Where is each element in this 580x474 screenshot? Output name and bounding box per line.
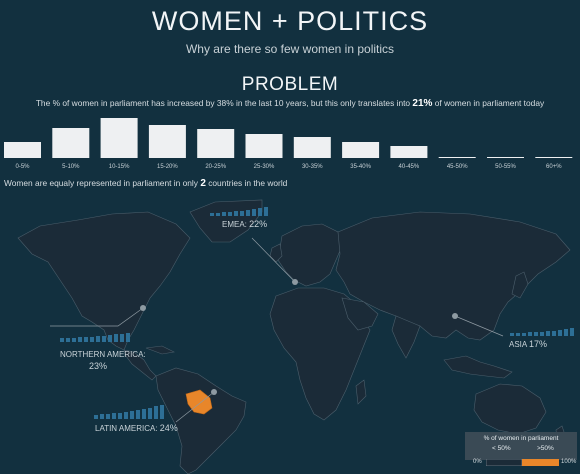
- page-subtitle: Why are there so few women in politics: [185, 42, 395, 56]
- distribution-bar-chart[interactable]: 0-5% 5-10% 10-15% 15-20% 20-25% 25-30% 30-35% 3…: [0, 112, 580, 174]
- map-legend: % of women in parliament < 50% >50%: [465, 432, 577, 460]
- northern-america-sparkline: [60, 333, 130, 342]
- tick-label-25-30%: 25-30%: [254, 164, 275, 170]
- problem-statement: The % of women in parliament has increas…: [0, 98, 580, 109]
- legend-title: % of women in parliament: [483, 435, 559, 442]
- tick-label-20-25%: 20-25%: [205, 164, 226, 170]
- bar-20-25%[interactable]: [197, 129, 235, 158]
- tick-label-45-50%: 45-50%: [447, 164, 468, 170]
- tick-label-10-15%: 10-15%: [109, 164, 130, 170]
- latin-america-label[interactable]: LATIN AMERICA: 24%: [95, 423, 178, 433]
- madagascar[interactable]: [355, 379, 367, 405]
- page-title: WOMEN + POLITICS: [151, 6, 429, 36]
- section-title: PROBLEM: [241, 74, 339, 95]
- greenland[interactable]: [189, 199, 263, 243]
- africa[interactable]: [269, 287, 371, 421]
- tick-label-60+%: 60+%: [546, 164, 562, 170]
- legend-min-label: 0%: [473, 459, 482, 465]
- problem-highlight: 21%: [412, 98, 433, 109]
- south-america[interactable]: [155, 367, 247, 474]
- bar-45-50%[interactable]: [438, 157, 476, 158]
- asia-marker[interactable]: [452, 313, 458, 319]
- region-markers: [140, 279, 458, 395]
- world-map[interactable]: [0, 190, 580, 474]
- equality-text-end: countries in the world: [205, 178, 288, 188]
- latin-america-name: LATIN AMERICA:: [95, 424, 158, 433]
- northern-america-name: NORTHERN AMERICA:: [60, 350, 146, 359]
- bar-60+%[interactable]: [535, 157, 573, 158]
- tick-label-50-55%: 50-55%: [495, 164, 516, 170]
- legend-max-label: 100%: [561, 459, 577, 465]
- asia[interactable]: [335, 211, 571, 341]
- latin-america-sparkline: [94, 405, 164, 419]
- bar-30-35%[interactable]: [293, 137, 331, 158]
- asia-label[interactable]: ASIA 17%: [509, 339, 547, 349]
- equality-count: 2: [200, 178, 206, 189]
- bar-10-15%[interactable]: [100, 118, 138, 158]
- europe[interactable]: [277, 223, 343, 287]
- equality-statement: Women are equaly represented in parliame…: [4, 178, 287, 189]
- northern-america-label[interactable]: NORTHERN AMERICA: 23%: [60, 350, 146, 371]
- emea-marker[interactable]: [292, 279, 298, 285]
- bar-35-40%[interactable]: [342, 142, 380, 158]
- bar-25-30%[interactable]: [245, 134, 283, 158]
- bar-0-5%[interactable]: [4, 142, 41, 158]
- emea-sparkline: [210, 207, 268, 216]
- emea-pct: 22%: [249, 219, 268, 229]
- tick-label-5-10%: 5-10%: [62, 164, 80, 170]
- legend-high-swatch: [522, 459, 559, 466]
- equality-text-start: Women are equaly represented in parliame…: [4, 178, 201, 188]
- tick-label-0-5%: 0-5%: [15, 164, 30, 170]
- bar-5-10%[interactable]: [52, 128, 90, 158]
- southeast-asia-islands[interactable]: [443, 355, 513, 379]
- bar-15-20%[interactable]: [148, 125, 186, 158]
- bolivia[interactable]: [185, 389, 213, 415]
- tick-label-40-45%: 40-45%: [399, 164, 420, 170]
- india[interactable]: [391, 315, 421, 359]
- australia[interactable]: [473, 383, 547, 435]
- bar-50-55%[interactable]: [487, 157, 524, 158]
- problem-text-end: of women in parliament today: [432, 98, 545, 108]
- legend-low-swatch: [486, 459, 523, 466]
- northern-america-marker[interactable]: [140, 305, 146, 311]
- central-america[interactable]: [123, 349, 157, 381]
- emea-label[interactable]: EMEA: 22%: [222, 219, 268, 229]
- leader-lines: [50, 237, 504, 423]
- asia-name: ASIA: [509, 340, 527, 349]
- legend-color-bar: [486, 459, 559, 466]
- emea-name: EMEA: [222, 220, 245, 229]
- japan[interactable]: [511, 271, 529, 299]
- legend-low-label: < 50%: [492, 445, 511, 452]
- asia-sparkline: [510, 328, 574, 336]
- sparklines: [60, 207, 574, 419]
- northern-america-pct: 23%: [88, 361, 107, 371]
- land-masses: [17, 199, 571, 474]
- latin-america-marker[interactable]: [211, 389, 217, 395]
- uk[interactable]: [269, 243, 283, 263]
- tick-label-15-20%: 15-20%: [157, 164, 178, 170]
- north-america[interactable]: [17, 211, 191, 351]
- arabia[interactable]: [341, 297, 379, 331]
- bar-40-45%[interactable]: [390, 146, 428, 158]
- problem-text-start: The % of women in parliament has increas…: [35, 98, 413, 108]
- asia-pct: 17%: [529, 339, 548, 349]
- tick-label-35-40%: 35-40%: [350, 164, 371, 170]
- latin-america-pct: 24%: [159, 423, 178, 433]
- tick-label-30-35%: 30-35%: [302, 164, 323, 170]
- legend-high-label: >50%: [537, 445, 554, 452]
- cuba-caribbean[interactable]: [145, 345, 175, 355]
